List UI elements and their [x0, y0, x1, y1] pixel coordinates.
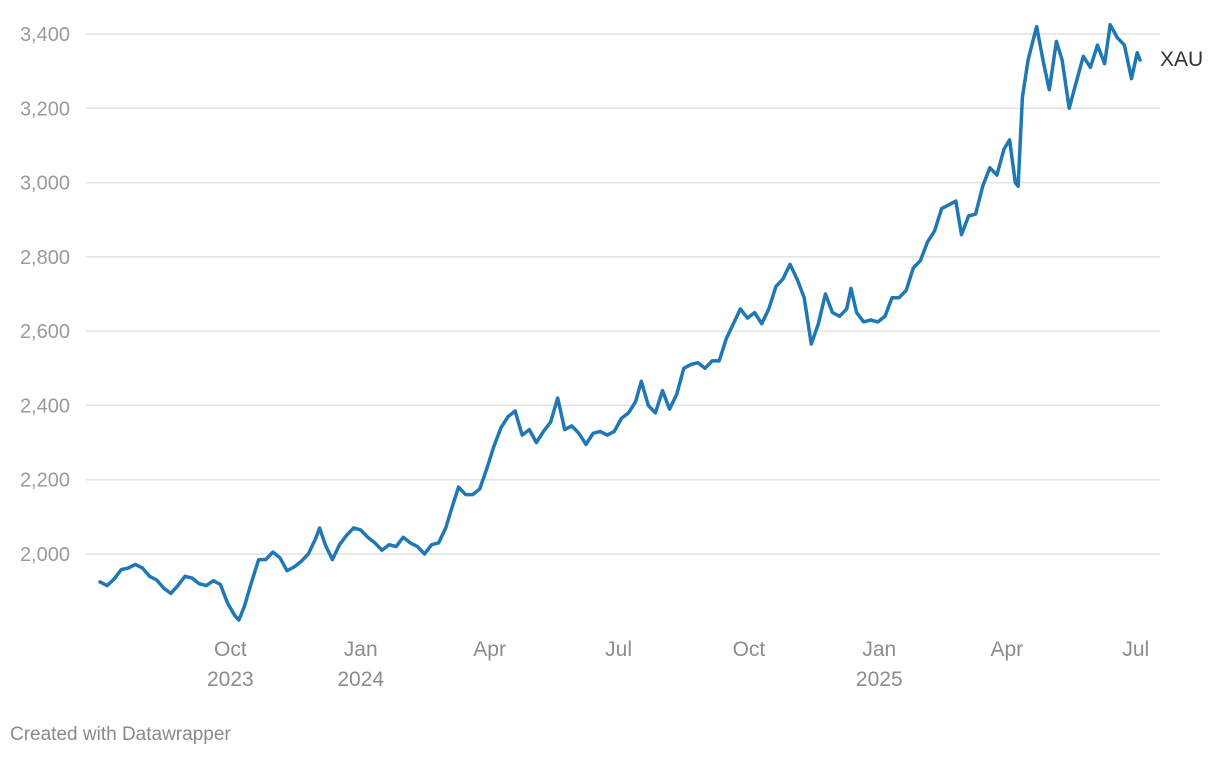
x-axis-tick-labels: Oct 2023 Jan 2024 Apr Jul Oct Jan 2025 Apr Jul: [207, 638, 1149, 691]
y-tick-label: 2,400: [20, 395, 70, 417]
x-tick-year-label: 2025: [856, 668, 903, 691]
x-tick-label: Jul: [1122, 638, 1149, 661]
x-tick-year-label: 2024: [337, 668, 384, 691]
y-tick-label: 2,000: [20, 544, 70, 566]
x-tick-label: Apr: [990, 638, 1023, 661]
y-axis-tick-labels: 2,000 2,200 2,400 2,600 2,800 3,000 3,200 3,400: [20, 24, 70, 566]
series-line-xau: [98, 22, 1142, 622]
y-tick-label: 2,800: [20, 247, 70, 269]
y-tick-label: 3,200: [20, 98, 70, 120]
x-tick-label: Oct: [733, 638, 766, 661]
series-label-xau: XAU: [1160, 48, 1203, 71]
x-tick-label: Oct: [214, 638, 247, 661]
x-tick-label: Apr: [473, 638, 506, 661]
x-tick-label: Jan: [862, 638, 896, 661]
y-tick-label: 3,000: [20, 173, 70, 195]
y-tick-label: 3,400: [20, 24, 70, 46]
y-tick-label: 2,200: [20, 470, 70, 492]
x-tick-label: Jan: [344, 638, 378, 661]
gridlines: [86, 33, 1160, 555]
y-tick-label: 2,600: [20, 321, 70, 343]
x-tick-year-label: 2023: [207, 668, 254, 691]
x-tick-label: Jul: [605, 638, 632, 661]
credit-text: Created with Datawrapper: [10, 724, 231, 745]
